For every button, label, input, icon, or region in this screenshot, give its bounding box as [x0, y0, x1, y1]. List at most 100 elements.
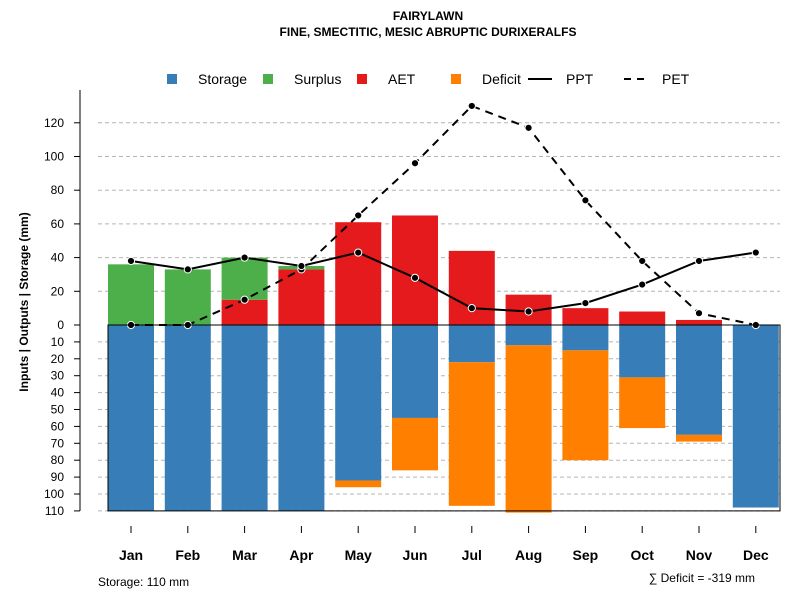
y-tick-label: 60 [51, 419, 65, 433]
bar-deficit-jun [392, 417, 438, 471]
axes: 0 20 40 60 80 100 120 10 20 30 40 50 60 70 80 90 100 110 J… [44, 90, 781, 563]
bar-storage-feb [164, 325, 211, 511]
bar-storage-sep [562, 325, 609, 351]
legend-label-pet: PET [662, 71, 690, 87]
ppt-line-point-oct [638, 280, 647, 289]
bar-aet-may [335, 222, 382, 325]
x-tick-label-jan: Jan [119, 547, 143, 563]
pet-line-point-jul [467, 101, 476, 111]
ppt-line-point-sep [581, 298, 590, 308]
chart-subtitle: FINE, SMECTITIC, MESIC ABRUPTIC DURIXERA… [280, 25, 577, 39]
pet-line-point-mar [240, 295, 249, 304]
ppt-line-point-feb [183, 265, 192, 274]
y-tick-label: 40 [51, 386, 65, 400]
y-tick-label: 90 [51, 470, 65, 484]
ppt-line-point-aug [524, 307, 533, 316]
y-tick-label: 10 [51, 335, 65, 349]
pet-line-point-jun [410, 159, 420, 168]
y-tick-label: 80 [51, 183, 65, 197]
x-tick-label-dec: Dec [743, 547, 769, 563]
legend-label-ppt: PPT [566, 71, 594, 87]
legend-label-deficit: Deficit [482, 71, 521, 87]
ppt-line-point-apr [297, 261, 306, 271]
bar-storage-mar [221, 325, 268, 511]
y-tick-label: 30 [51, 369, 65, 383]
x-tick-label-nov: Nov [686, 547, 713, 563]
bar-deficit-nov [676, 434, 722, 442]
bar-storage-jul [448, 325, 495, 363]
y-tick-label: 80 [51, 453, 65, 467]
legend-swatch-storage [167, 74, 177, 84]
x-tick-label-aug: Aug [515, 547, 542, 563]
legend-swatch-aet [357, 74, 367, 84]
bar-storage-oct [619, 325, 666, 378]
ppt-line-point-mar [240, 253, 249, 262]
y-tick-label: 110 [45, 504, 64, 518]
legend-label-aet: AET [388, 71, 416, 87]
bar-storage-apr [278, 325, 325, 511]
ppt-line-point-jun [410, 273, 420, 282]
pet-line-point-aug [524, 123, 533, 132]
x-tick-label-oct: Oct [631, 547, 655, 563]
lower-frame [107, 324, 781, 512]
y-tick-label: 0 [57, 318, 64, 332]
deficit-note: ∑ Deficit = -319 mm [649, 571, 755, 585]
x-tick-label-sep: Sep [573, 547, 599, 563]
y-tick-label: 20 [51, 352, 65, 366]
y-axis-label: Inputs | Outputs | Storage (mm) [17, 212, 31, 391]
bar-deficit-aug [505, 345, 552, 513]
legend-label-storage: Storage [198, 71, 247, 87]
bar-storage-jan [108, 325, 154, 511]
y-tick-label: 40 [51, 251, 65, 265]
x-tick-label-jul: Jul [462, 547, 482, 563]
bar-storage-jun [392, 325, 438, 418]
bar-aet-sep [562, 308, 609, 325]
pet-line-point-may [354, 211, 363, 220]
x-tick-label-may: May [345, 547, 372, 563]
bar-deficit-jul [448, 362, 495, 506]
ppt-line-point-may [354, 248, 363, 257]
bar-aet-oct [619, 311, 666, 325]
bar-deficit-sep [562, 350, 609, 461]
bar-deficit-may [335, 480, 382, 488]
ppt-line-point-nov [694, 256, 704, 266]
legend-label-surplus: Surplus [294, 71, 341, 87]
legend-swatch-surplus [263, 74, 273, 84]
y-tick-label: 120 [44, 116, 64, 130]
bar-surplus-jan [108, 264, 154, 325]
bar-storage-dec [732, 325, 779, 508]
bar-storage-may [335, 325, 382, 481]
y-tick-label: 70 [51, 436, 65, 450]
bar-storage-nov [676, 325, 722, 435]
ppt-line-point-dec [751, 248, 760, 257]
pet-line-point-nov [694, 309, 704, 318]
chart-title: FAIRYLAWN [393, 9, 463, 23]
y-tick-label: 20 [51, 284, 65, 298]
bar-aet-mar [221, 299, 268, 325]
bar-aet-apr [278, 269, 325, 325]
bar-surplus-feb [164, 269, 211, 325]
storage-note: Storage: 110 mm [98, 575, 189, 589]
pet-line [131, 104, 757, 326]
pet-line-point-oct [638, 256, 647, 266]
x-tick-label-mar: Mar [232, 547, 257, 563]
y-tick-label: 50 [51, 403, 65, 417]
legend-swatch-deficit [451, 74, 461, 84]
ppt-line-point-jul [467, 304, 476, 313]
bar-deficit-oct [619, 377, 666, 429]
y-tick-label: 100 [44, 487, 64, 501]
ppt-line [130, 251, 756, 313]
legend: Storage Surplus AET Deficit PPT PET [167, 71, 690, 87]
bar-storage-aug [505, 325, 552, 346]
pet-line-point-sep [581, 196, 590, 205]
bar-aet-nov [676, 319, 722, 325]
y-tick-label: 60 [51, 217, 65, 231]
bar-surplus-mar [221, 257, 268, 300]
bars [108, 215, 779, 513]
bar-aet-jul [448, 250, 495, 325]
ppt-line-point-jan [126, 256, 136, 266]
x-tick-label-jun: Jun [403, 547, 428, 563]
x-tick-label-apr: Apr [289, 547, 314, 563]
x-tick-label-feb: Feb [175, 547, 200, 563]
